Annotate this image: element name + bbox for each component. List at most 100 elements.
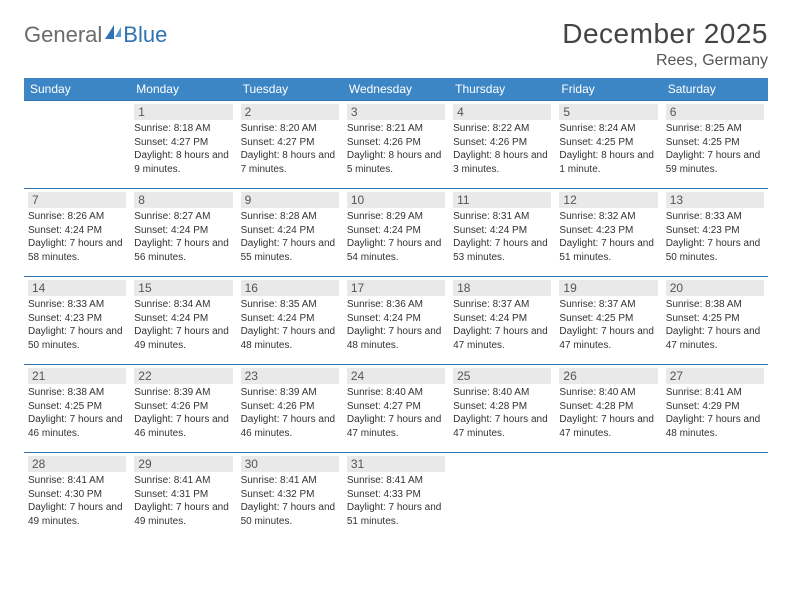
- calendar-cell: 6 Sunrise: 8:25 AMSunset: 4:25 PMDaylight…: [662, 101, 768, 189]
- day-info: Sunrise: 8:41 AMSunset: 4:29 PMDaylight:…: [666, 386, 764, 440]
- day-info: Sunrise: 8:36 AMSunset: 4:24 PMDaylight:…: [347, 298, 445, 352]
- day-number: 6: [666, 104, 764, 120]
- weekday-header: Sunday: [24, 78, 130, 101]
- day-number: 4: [453, 104, 551, 120]
- day-number: 18: [453, 280, 551, 296]
- day-number: 22: [134, 368, 232, 384]
- weekday-header: Thursday: [449, 78, 555, 101]
- calendar-cell: 19 Sunrise: 8:37 AMSunset: 4:25 PMDayligh…: [555, 277, 661, 365]
- calendar-cell: 5 Sunrise: 8:24 AMSunset: 4:25 PMDaylight…: [555, 101, 661, 189]
- calendar-cell: 17Sunrise: 8:36 AMSunset: 4:24 PMDayligh…: [343, 277, 449, 365]
- weekday-header: Friday: [555, 78, 661, 101]
- day-info: Sunrise: 8:41 AMSunset: 4:31 PMDaylight:…: [134, 474, 232, 528]
- day-info: Sunrise: 8:37 AMSunset: 4:25 PMDaylight:…: [559, 298, 657, 352]
- calendar-cell: 26 Sunrise: 8:40 AMSunset: 4:28 PMDayligh…: [555, 365, 661, 453]
- calendar-cell: 7 Sunrise: 8:26 AMSunset: 4:24 PMDaylight…: [24, 189, 130, 277]
- calendar-cell: 30Sunrise: 8:41 AMSunset: 4:32 PMDayligh…: [237, 453, 343, 541]
- calendar-cell-empty: [449, 453, 555, 541]
- day-info: Sunrise: 8:38 AMSunset: 4:25 PMDaylight:…: [28, 386, 126, 440]
- day-number: 24: [347, 368, 445, 384]
- day-info: Sunrise: 8:21 AMSunset: 4:26 PMDaylight:…: [347, 122, 445, 176]
- calendar-cell: 29Sunrise: 8:41 AMSunset: 4:31 PMDayligh…: [130, 453, 236, 541]
- day-info: Sunrise: 8:33 AMSunset: 4:23 PMDaylight:…: [666, 210, 764, 264]
- calendar-row: 28Sunrise: 8:41 AMSunset: 4:30 PMDayligh…: [24, 453, 768, 541]
- day-info: Sunrise: 8:40 AMSunset: 4:28 PMDaylight:…: [559, 386, 657, 440]
- day-number: 27: [666, 368, 764, 384]
- logo-triangle-icon: [105, 25, 114, 39]
- calendar-cell-empty: [24, 101, 130, 189]
- calendar-cell: 11 Sunrise: 8:31 AMSunset: 4:24 PMDayligh…: [449, 189, 555, 277]
- logo: General Blue: [24, 18, 167, 48]
- day-info: Sunrise: 8:32 AMSunset: 4:23 PMDaylight:…: [559, 210, 657, 264]
- calendar-row: 14 Sunrise: 8:33 AMSunset: 4:23 PMDayligh…: [24, 277, 768, 365]
- calendar-cell: 2Sunrise: 8:20 AMSunset: 4:27 PMDaylight…: [237, 101, 343, 189]
- day-info: Sunrise: 8:28 AMSunset: 4:24 PMDaylight:…: [241, 210, 339, 264]
- day-number: 31: [347, 456, 445, 472]
- day-info: Sunrise: 8:18 AMSunset: 4:27 PMDaylight:…: [134, 122, 232, 176]
- calendar-row: 1 Sunrise: 8:18 AMSunset: 4:27 PMDaylight…: [24, 101, 768, 189]
- weekday-header: Tuesday: [237, 78, 343, 101]
- day-info: Sunrise: 8:24 AMSunset: 4:25 PMDaylight:…: [559, 122, 657, 176]
- day-info: Sunrise: 8:25 AMSunset: 4:25 PMDaylight:…: [666, 122, 764, 176]
- calendar-cell: 3 Sunrise: 8:21 AMSunset: 4:26 PMDaylight…: [343, 101, 449, 189]
- day-number: 28: [28, 456, 126, 472]
- day-number: 19: [559, 280, 657, 296]
- day-number: 1: [134, 104, 232, 120]
- day-info: Sunrise: 8:34 AMSunset: 4:24 PMDaylight:…: [134, 298, 232, 352]
- day-number: 2: [241, 104, 339, 120]
- day-number: 21: [28, 368, 126, 384]
- day-number: 7: [28, 192, 126, 208]
- day-info: Sunrise: 8:26 AMSunset: 4:24 PMDaylight:…: [28, 210, 126, 264]
- day-info: Sunrise: 8:38 AMSunset: 4:25 PMDaylight:…: [666, 298, 764, 352]
- weekday-header: Monday: [130, 78, 236, 101]
- calendar-row: 7 Sunrise: 8:26 AMSunset: 4:24 PMDaylight…: [24, 189, 768, 277]
- day-number: 25: [453, 368, 551, 384]
- day-info: Sunrise: 8:22 AMSunset: 4:26 PMDaylight:…: [453, 122, 551, 176]
- day-info: Sunrise: 8:33 AMSunset: 4:23 PMDaylight:…: [28, 298, 126, 352]
- weekday-header: Wednesday: [343, 78, 449, 101]
- calendar-row: 21 Sunrise: 8:38 AMSunset: 4:25 PMDayligh…: [24, 365, 768, 453]
- calendar-cell: 31 Sunrise: 8:41 AMSunset: 4:33 PMDayligh…: [343, 453, 449, 541]
- day-info: Sunrise: 8:41 AMSunset: 4:33 PMDaylight:…: [347, 474, 445, 528]
- calendar-cell: 4 Sunrise: 8:22 AMSunset: 4:26 PMDaylight…: [449, 101, 555, 189]
- day-info: Sunrise: 8:40 AMSunset: 4:27 PMDaylight:…: [347, 386, 445, 440]
- calendar-cell: 15Sunrise: 8:34 AMSunset: 4:24 PMDayligh…: [130, 277, 236, 365]
- calendar-table: SundayMondayTuesdayWednesdayThursdayFrid…: [24, 78, 768, 541]
- day-number: 16: [241, 280, 339, 296]
- day-number: 26: [559, 368, 657, 384]
- title-block: December 2025 Rees, Germany: [562, 18, 768, 70]
- day-number: 23: [241, 368, 339, 384]
- calendar-cell: 28Sunrise: 8:41 AMSunset: 4:30 PMDayligh…: [24, 453, 130, 541]
- day-number: 5: [559, 104, 657, 120]
- calendar-body: 1 Sunrise: 8:18 AMSunset: 4:27 PMDaylight…: [24, 101, 768, 541]
- calendar-cell: 22 Sunrise: 8:39 AMSunset: 4:26 PMDayligh…: [130, 365, 236, 453]
- day-info: Sunrise: 8:41 AMSunset: 4:32 PMDaylight:…: [241, 474, 339, 528]
- logo-text-blue: Blue: [123, 22, 167, 48]
- calendar-cell: 10Sunrise: 8:29 AMSunset: 4:24 PMDayligh…: [343, 189, 449, 277]
- day-info: Sunrise: 8:27 AMSunset: 4:24 PMDaylight:…: [134, 210, 232, 264]
- calendar-cell: 20 Sunrise: 8:38 AMSunset: 4:25 PMDayligh…: [662, 277, 768, 365]
- calendar-cell: 13 Sunrise: 8:33 AMSunset: 4:23 PMDayligh…: [662, 189, 768, 277]
- calendar-cell-empty: [555, 453, 661, 541]
- calendar-cell: 14 Sunrise: 8:33 AMSunset: 4:23 PMDayligh…: [24, 277, 130, 365]
- day-info: Sunrise: 8:31 AMSunset: 4:24 PMDaylight:…: [453, 210, 551, 264]
- calendar-cell: 23Sunrise: 8:39 AMSunset: 4:26 PMDayligh…: [237, 365, 343, 453]
- day-info: Sunrise: 8:35 AMSunset: 4:24 PMDaylight:…: [241, 298, 339, 352]
- calendar-cell: 25Sunrise: 8:40 AMSunset: 4:28 PMDayligh…: [449, 365, 555, 453]
- calendar-cell: 27 Sunrise: 8:41 AMSunset: 4:29 PMDayligh…: [662, 365, 768, 453]
- day-number: 20: [666, 280, 764, 296]
- day-number: 11: [453, 192, 551, 208]
- day-number: 3: [347, 104, 445, 120]
- day-info: Sunrise: 8:39 AMSunset: 4:26 PMDaylight:…: [134, 386, 232, 440]
- day-number: 13: [666, 192, 764, 208]
- day-number: 14: [28, 280, 126, 296]
- weekday-header: Saturday: [662, 78, 768, 101]
- logo-triangle2-icon: [115, 27, 121, 37]
- day-info: Sunrise: 8:37 AMSunset: 4:24 PMDaylight:…: [453, 298, 551, 352]
- calendar-cell: 8 Sunrise: 8:27 AMSunset: 4:24 PMDaylight…: [130, 189, 236, 277]
- day-number: 8: [134, 192, 232, 208]
- logo-text-general: General: [24, 22, 102, 48]
- day-info: Sunrise: 8:29 AMSunset: 4:24 PMDaylight:…: [347, 210, 445, 264]
- weekday-header-row: SundayMondayTuesdayWednesdayThursdayFrid…: [24, 78, 768, 101]
- day-number: 12: [559, 192, 657, 208]
